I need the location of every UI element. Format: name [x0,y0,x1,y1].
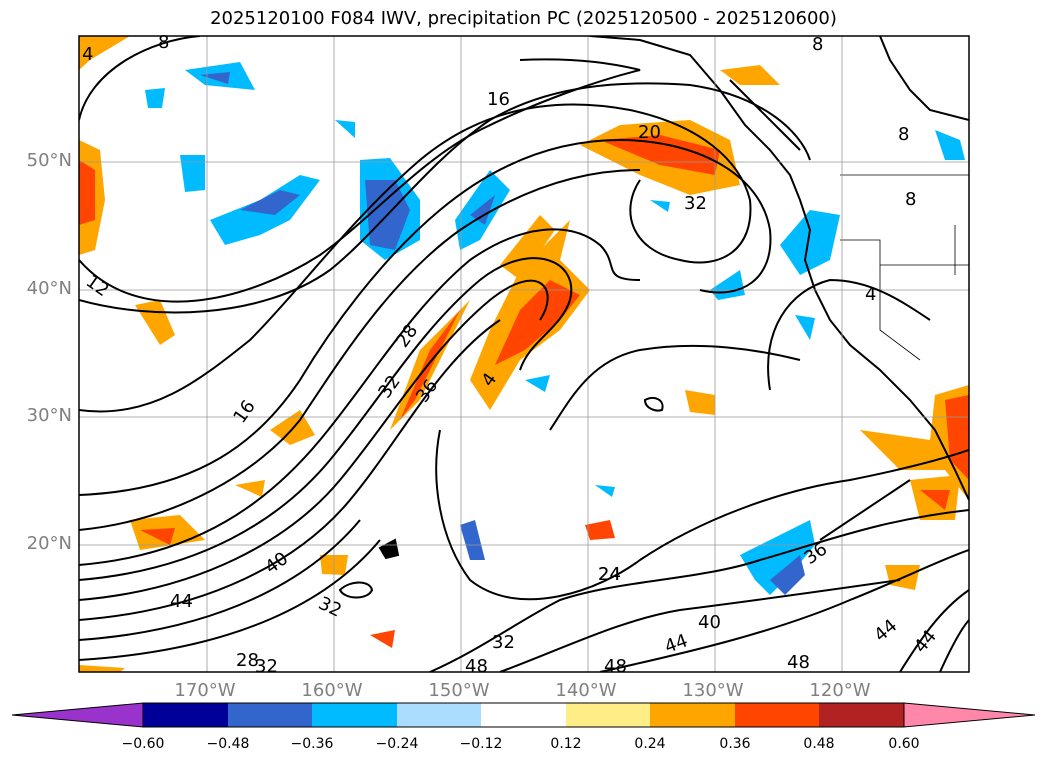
colorbar-swatch [566,703,650,727]
lon-label-130w: 130°W [682,680,744,701]
contour-label: 44 [910,626,941,657]
colorbar-swatch [228,703,312,727]
contour-label: 16 [229,396,259,427]
colorbar-swatch [735,703,819,727]
contour-label: 4 [82,44,93,65]
precipitation-shading [79,36,969,672]
colorbar-tick: −0.12 [459,736,503,752]
colorbar-tick: −0.36 [290,736,334,752]
lat-label-50n: 50°N [26,150,72,171]
colorbar-tick: 0.12 [550,736,582,752]
contour-label: 16 [487,89,510,110]
lon-label-140w: 140°W [555,680,617,701]
contour-label: 20 [638,122,661,143]
colorbar-swatch [819,703,904,727]
colorbar [11,702,1036,728]
contour-label: 8 [905,189,916,210]
lon-label-150w: 150°W [428,680,490,701]
colorbar-swatch [143,703,228,727]
contour-label: 44 [870,615,901,646]
lat-label-30n: 30°N [26,405,72,426]
contour-label: 48 [787,652,810,673]
contour-label: 8 [812,34,823,55]
colorbar-tick: −0.48 [206,736,250,752]
lon-label-120w: 120°W [809,680,871,701]
colorbar-tick: 0.60 [888,736,920,752]
contour-label: 8 [898,124,909,145]
lat-label-20n: 20°N [26,533,72,554]
colorbar-tick: 0.48 [803,736,835,752]
contour-label: 8 [158,32,169,53]
colorbar-swatch [481,703,566,727]
state-borders [840,174,969,361]
contour-label: 48 [604,656,627,677]
colorbar-tick: 0.24 [634,736,666,752]
colorbar-swatch [312,703,397,727]
lat-label-40n: 40°N [26,278,72,299]
map-frame [78,35,970,673]
contour-label: 4 [865,284,876,305]
lon-label-160w: 160°W [301,680,363,701]
contour-label: 32 [255,656,278,677]
contour-label: 40 [261,548,292,578]
contour-label: 32 [684,193,707,214]
contour-label: 28 [392,321,422,352]
map-title: 2025120100 F084 IWV, precipitation PC (2… [210,8,837,29]
colorbar-swatch [397,703,481,727]
contour-label: 12 [82,271,113,301]
contour-label: 48 [465,656,488,677]
colorbar-tick: −0.60 [121,736,165,752]
contour-label: 24 [598,564,621,585]
contour-label: 40 [698,612,721,633]
colorbar-tick: 0.36 [719,736,751,752]
lon-label-170w: 170°W [174,680,236,701]
contour-label: 44 [662,630,691,658]
contour-label: 24 [598,564,621,585]
coastlines [378,36,969,560]
contour-label: 32 [492,632,515,653]
iwv-contours [79,36,969,672]
colorbar-swatch [650,703,735,727]
colorbar-tick: −0.24 [375,736,419,752]
contour-label: 32 [315,593,345,622]
colorbar-extend-low [11,702,144,728]
contour-label: 28 [236,650,259,671]
contour-label: 44 [170,591,193,612]
colorbar-extend-high [903,702,1036,728]
